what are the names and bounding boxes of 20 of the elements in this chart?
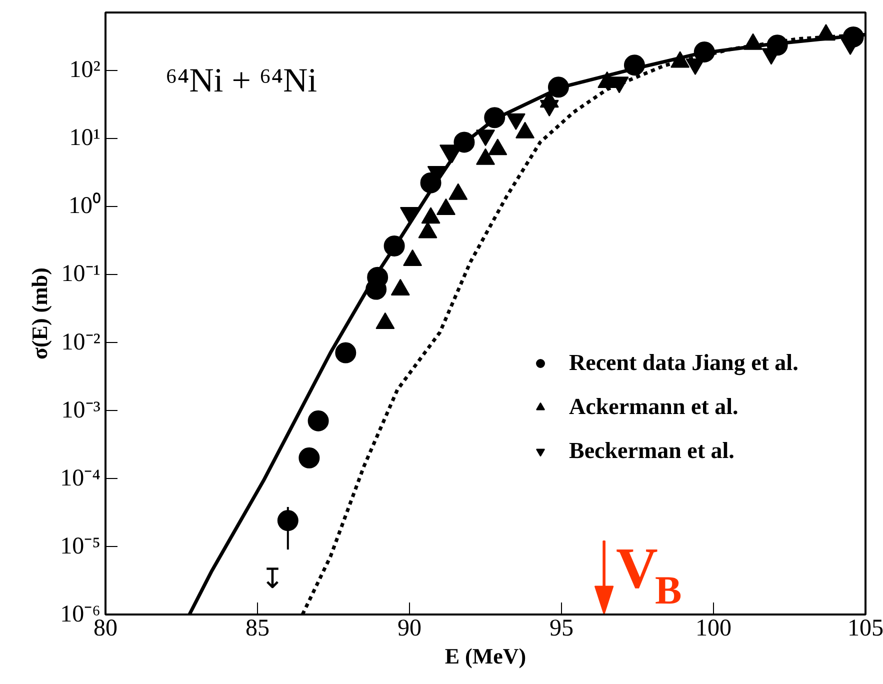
x-tick-label: 90 bbox=[398, 616, 422, 642]
legend-label: Recent data Jiang et al. bbox=[569, 350, 798, 376]
x-tick-label: 85 bbox=[246, 616, 270, 642]
y-tick-label: 10⁻³ bbox=[61, 397, 101, 424]
y-tick-label: 10⁻⁴ bbox=[60, 465, 101, 492]
x-tick-label: 105 bbox=[848, 616, 883, 642]
y-tick-label: 10⁻⁵ bbox=[60, 533, 101, 560]
y-tick-label: 10⁻² bbox=[61, 329, 101, 356]
legend-label: Ackermann et al. bbox=[569, 394, 738, 420]
annotation: ⁶⁴Ni + ⁶⁴Ni bbox=[166, 62, 318, 100]
x-tick-label: 100 bbox=[696, 616, 732, 642]
annotation: ↧ bbox=[260, 562, 284, 595]
y-tick-label: 10⁻¹ bbox=[61, 261, 101, 288]
legend-label: Beckerman et al. bbox=[569, 438, 734, 464]
x-axis-title: E (MeV) bbox=[444, 644, 526, 668]
x-tick-label: 95 bbox=[550, 616, 574, 642]
y-tick-label: 10² bbox=[69, 57, 101, 84]
y-axis-title: σ(E) (mb) bbox=[27, 267, 52, 360]
y-tick-label: 10⁰ bbox=[68, 192, 100, 220]
y-tick-label: 10¹ bbox=[69, 125, 101, 152]
